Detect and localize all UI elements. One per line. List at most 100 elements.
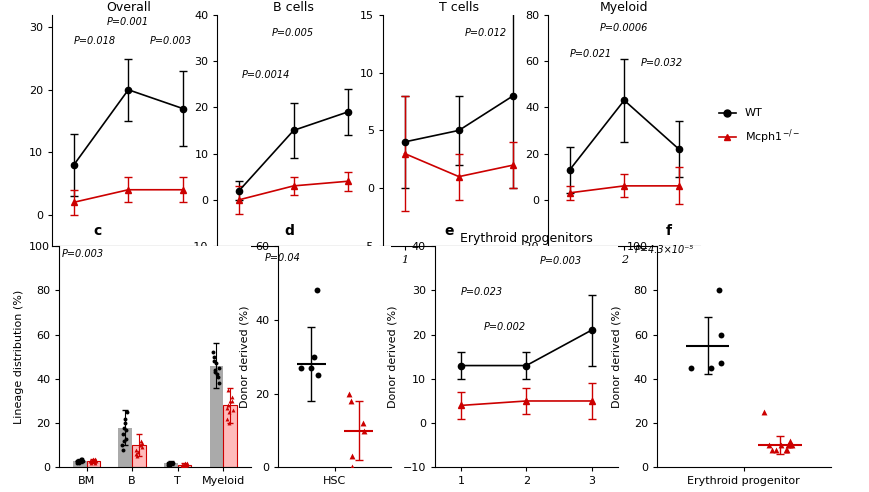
Point	[180, 461, 194, 469]
Point	[134, 437, 148, 445]
Text: P=0.04: P=0.04	[264, 253, 300, 263]
Bar	[73, 461, 86, 467]
Point	[779, 441, 793, 449]
Point	[209, 370, 223, 378]
Point	[116, 437, 130, 445]
Point	[83, 457, 97, 464]
Text: P=0.0014: P=0.0014	[242, 69, 290, 80]
Point	[85, 457, 99, 464]
Point	[75, 455, 89, 462]
Point	[70, 457, 84, 464]
Title: Overall: Overall	[106, 0, 150, 14]
Bar	[118, 428, 132, 467]
Point	[293, 364, 307, 372]
Text: P=0.012: P=0.012	[464, 28, 506, 38]
Point	[135, 444, 149, 452]
Point	[357, 427, 371, 434]
Point	[355, 419, 369, 427]
Text: P=0.023: P=0.023	[461, 287, 502, 297]
Point	[773, 441, 786, 449]
Point	[212, 379, 226, 387]
Point	[221, 386, 235, 394]
Bar	[223, 405, 236, 467]
Point	[163, 461, 177, 469]
Text: c: c	[94, 224, 102, 238]
Point	[782, 437, 796, 445]
Y-axis label: Lineage distribution (%): Lineage distribution (%)	[14, 290, 23, 424]
Point	[224, 397, 238, 405]
Y-axis label: Donor derived (%): Donor derived (%)	[611, 306, 620, 408]
Bar	[86, 461, 100, 467]
Point	[343, 397, 357, 405]
Point	[70, 459, 84, 467]
Point	[344, 453, 358, 461]
Title: T cells: T cells	[439, 0, 478, 14]
Point	[84, 457, 98, 464]
Text: e: e	[444, 224, 453, 238]
Point	[208, 368, 222, 376]
Text: P=0.005: P=0.005	[272, 28, 314, 38]
Text: P=0.003: P=0.003	[62, 249, 103, 259]
Point	[70, 457, 83, 464]
Point	[212, 364, 226, 372]
Text: P=0.002: P=0.002	[483, 322, 526, 332]
Point	[118, 419, 132, 427]
Point	[88, 459, 102, 467]
Point	[713, 331, 727, 338]
Point	[345, 463, 359, 471]
Text: P=4.3×10⁻⁵: P=4.3×10⁻⁵	[634, 245, 693, 255]
Point	[86, 457, 100, 464]
Point	[761, 441, 775, 449]
Point	[116, 441, 129, 449]
Point	[120, 408, 134, 416]
Point	[162, 459, 176, 467]
Point	[119, 435, 133, 443]
Point	[135, 439, 149, 447]
Point	[222, 408, 235, 416]
Point	[87, 457, 101, 464]
Text: P=0.003: P=0.003	[539, 256, 580, 266]
Title: B cells: B cells	[273, 0, 314, 14]
Point	[163, 461, 176, 469]
Point	[76, 457, 90, 464]
Legend: WT, Mcph1$^{-/-}$: WT, Mcph1$^{-/-}$	[713, 104, 804, 151]
Point	[684, 364, 698, 372]
Text: P=0.0006: P=0.0006	[599, 23, 647, 33]
Text: P=0.018: P=0.018	[74, 36, 116, 46]
Point	[180, 459, 194, 467]
Y-axis label: Donor derived (%): Donor derived (%)	[387, 306, 396, 408]
Point	[176, 461, 189, 469]
Point	[118, 415, 132, 423]
X-axis label: month after Tx: month after Tx	[87, 268, 169, 278]
Point	[779, 446, 793, 454]
Point	[163, 459, 177, 467]
Point	[165, 459, 179, 467]
Bar	[177, 465, 191, 467]
Point	[74, 455, 88, 462]
Point	[778, 446, 792, 454]
Point	[119, 426, 133, 434]
Point	[116, 430, 130, 438]
Bar	[132, 445, 146, 467]
Point	[223, 397, 237, 405]
Point	[166, 459, 180, 467]
Point	[207, 353, 221, 361]
Point	[177, 459, 191, 467]
Point	[84, 459, 98, 467]
Text: d: d	[283, 224, 294, 238]
Point	[73, 457, 87, 464]
Point	[768, 446, 782, 454]
Text: P=0.001: P=0.001	[107, 17, 149, 27]
Point	[711, 286, 725, 294]
Point	[226, 406, 240, 414]
Point	[208, 366, 222, 374]
Point	[785, 441, 799, 449]
Point	[85, 457, 99, 464]
Point	[703, 364, 717, 372]
Point	[221, 401, 235, 409]
Point	[310, 371, 324, 379]
Point	[133, 441, 147, 449]
Point	[209, 359, 222, 367]
Point	[304, 364, 318, 372]
Point	[72, 459, 86, 467]
